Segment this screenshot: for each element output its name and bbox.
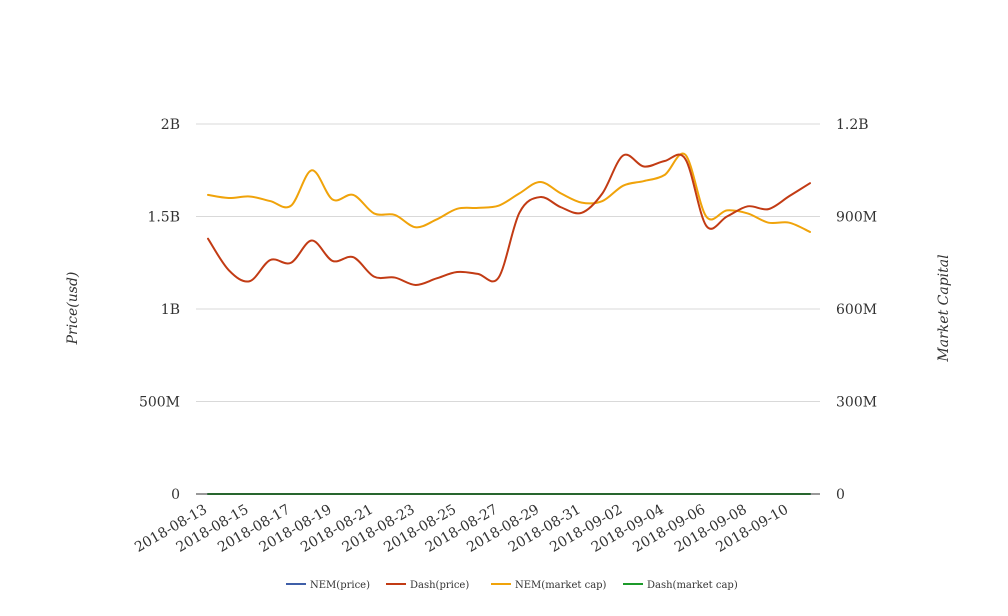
y-left-tick-label: 1B	[161, 302, 180, 318]
grid-layer	[196, 123, 820, 402]
legend: NEM(price) Dash(price) NEM(market cap) Dash…	[286, 580, 738, 591]
y-right-tick-label: 900M	[836, 210, 877, 226]
y-left-tick-label: 1.5B	[147, 210, 180, 226]
y-left-axis-title: Price(usd)	[65, 272, 81, 346]
y-left-tick-label: 500M	[139, 395, 180, 411]
series-line-dash-price	[207, 153, 811, 286]
y-left-tick-label: 2B	[161, 117, 180, 133]
y-right-tick-label: 600M	[836, 302, 877, 318]
y-right-tick-label: 300M	[836, 395, 877, 411]
y-right-tick-label: 0	[836, 487, 845, 503]
y-right-axis-title: Market Capital	[936, 254, 952, 362]
series-layer	[207, 152, 811, 495]
series-line-nem-market-cap	[207, 152, 811, 233]
y-right-tick-label: 1.2B	[836, 117, 869, 133]
legend-label-nem-market-cap: NEM(market cap)	[515, 580, 607, 591]
legend-label-dash-price: Dash(price)	[410, 580, 469, 591]
legend-label-nem-price: NEM(price)	[310, 580, 370, 591]
legend-label-dash-market-cap: Dash(market cap)	[647, 580, 738, 591]
y-left-tick-label: 0	[171, 487, 180, 503]
